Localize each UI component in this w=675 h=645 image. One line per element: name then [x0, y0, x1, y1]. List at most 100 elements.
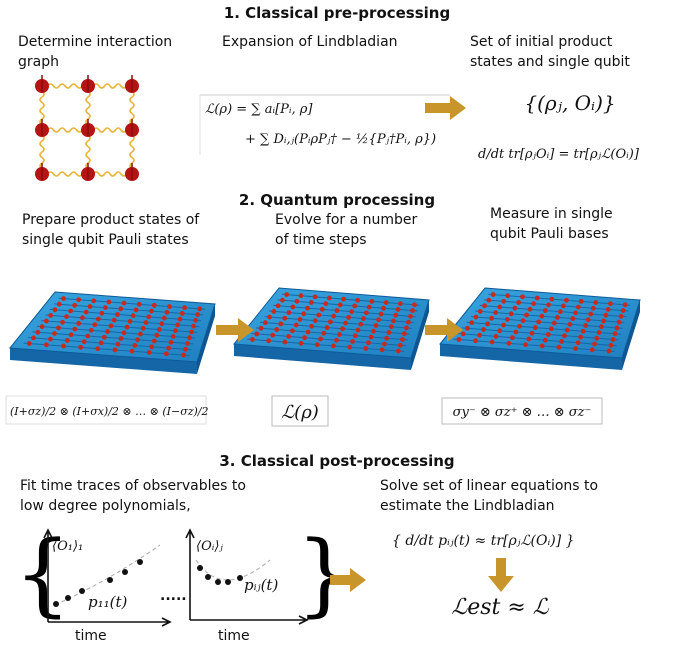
result: ℒest ≈ ℒ: [451, 595, 549, 620]
qubit: [497, 304, 503, 310]
qubit: [177, 316, 183, 322]
formula: (I+σz)/2 ⊗ (I+σx)/2 ⊗ … ⊗ (I−σz)/2: [10, 405, 209, 418]
caption: Measure in single: [490, 206, 613, 222]
qubit: [590, 305, 596, 311]
qubit: [274, 327, 280, 332]
qubit: [183, 346, 188, 352]
qubit: [612, 331, 618, 337]
qubit: [614, 325, 620, 331]
qubit: [52, 307, 58, 313]
qubit: [376, 317, 381, 323]
qubit: [562, 333, 567, 339]
qubit: [290, 304, 296, 310]
chip-groove: [58, 297, 206, 310]
qubit: [130, 313, 136, 319]
caption: Solve set of linear equations to: [380, 478, 598, 494]
caption: Fit time traces of observables to: [20, 478, 246, 494]
interaction-graph: [35, 75, 139, 181]
qubit: [410, 308, 415, 313]
caption: low degree polynomials,: [20, 498, 191, 514]
qubit: [48, 313, 54, 318]
qubit: [383, 300, 389, 305]
qubit: [323, 301, 329, 307]
qubit: [182, 305, 187, 311]
qubit: [408, 313, 413, 319]
qubit: [578, 298, 584, 304]
qubit: [52, 331, 57, 336]
qubit: [68, 332, 74, 338]
qubit: [92, 322, 98, 328]
equation: { d/dt pᵢⱼ(t) ≈ tr[ρⱼℒ(Oᵢ)] }: [392, 533, 575, 549]
chip-groove: [49, 308, 202, 322]
qubit: [542, 308, 548, 313]
qubit: [610, 337, 616, 342]
qubit: [588, 311, 594, 317]
axes: [185, 528, 309, 625]
qubit: [309, 323, 315, 329]
qubit: [378, 311, 384, 317]
coupling: [129, 85, 135, 131]
qubit: [346, 314, 352, 320]
qubit: [575, 304, 581, 310]
qubit: [527, 306, 533, 312]
qubit: [501, 322, 506, 328]
qubit: [397, 342, 403, 348]
qubit: [523, 342, 528, 348]
qubit: [111, 317, 117, 323]
qubit: [312, 294, 318, 300]
qubit: [505, 293, 511, 299]
qubit: [561, 303, 566, 309]
qubit: [465, 325, 470, 331]
qubit: [347, 344, 353, 350]
qubit: [343, 320, 349, 326]
qubit: [391, 318, 396, 324]
qubit: [473, 314, 479, 320]
points: [197, 565, 243, 585]
formula-box: [5, 395, 207, 425]
coupling: [41, 127, 89, 133]
qubit: [294, 298, 300, 304]
qubit: [151, 338, 157, 344]
qubit: [132, 343, 138, 348]
caption: states and single qubit: [470, 54, 630, 70]
qubit: [83, 309, 89, 315]
qubit: [539, 343, 545, 349]
qubit: [168, 339, 174, 345]
qubit: [305, 305, 310, 311]
qubit: [352, 303, 358, 309]
qubit: [284, 292, 290, 297]
qubit: [81, 339, 87, 345]
qubit: [412, 302, 417, 308]
qubit: [456, 337, 462, 342]
qubit: [381, 341, 387, 347]
qubit: [520, 294, 525, 300]
qubit: [102, 305, 108, 311]
qubit: [270, 332, 276, 338]
qubit: [337, 332, 342, 337]
chip-side: [622, 300, 640, 370]
qubit: [305, 329, 311, 335]
qubit: [99, 310, 105, 316]
curve-label: pᵢⱼ(t): [244, 576, 278, 594]
qubit: [64, 338, 70, 343]
axis-label: ⟨O₁⟩₁: [52, 539, 83, 554]
qubit: [298, 293, 304, 299]
chip-side: [411, 300, 429, 370]
chip-groove: [255, 327, 408, 341]
qubit: [399, 337, 405, 342]
equation: ℒ(ρ) = ∑ aᵢ[Pᵢ, ρ]: [205, 102, 313, 117]
qubit: [106, 299, 112, 305]
qubit: [361, 316, 366, 321]
qubit: [308, 300, 314, 305]
formula: ℒ(ρ): [281, 402, 319, 423]
caption: Prepare product states of: [22, 212, 200, 228]
ellipsis: .....: [160, 588, 187, 604]
coupling: [87, 127, 133, 133]
chip-groove: [282, 293, 420, 306]
qubit: [161, 315, 167, 321]
qubit: [513, 329, 519, 335]
qubit: [358, 321, 364, 327]
qubit: [546, 302, 551, 308]
coupling: [41, 83, 89, 89]
